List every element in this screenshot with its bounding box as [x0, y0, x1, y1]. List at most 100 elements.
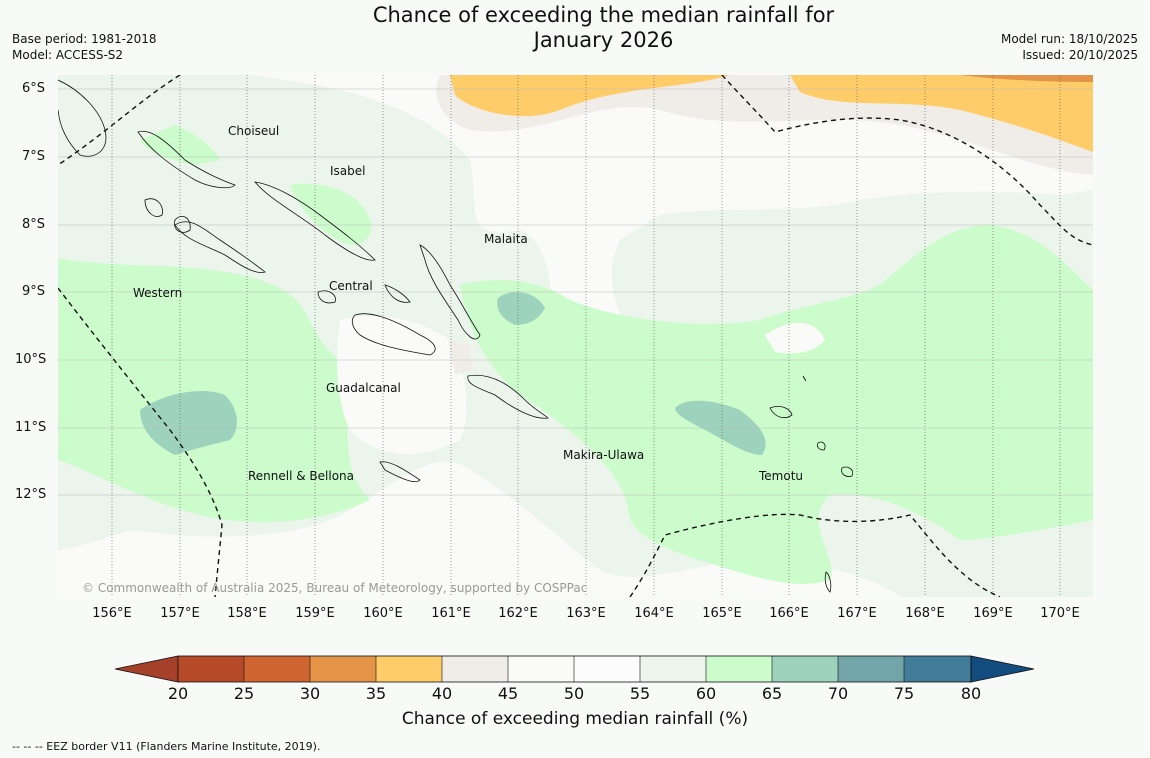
colorbar-seg-60-65: [706, 656, 772, 682]
colorbar-tick-25: 25: [233, 684, 255, 703]
lat-label-6s: 6°S: [22, 81, 46, 96]
lat-label-11s: 11°S: [15, 420, 47, 435]
colorbar-seg-65-70: [772, 656, 838, 682]
eez-west: [58, 287, 223, 597]
band-55-60-inner: [765, 322, 825, 354]
band-60-65-central: [460, 225, 1093, 584]
base-period: Base period: 1981-2018: [12, 32, 157, 46]
model-run: Model run: 18/10/2025: [1000, 32, 1138, 46]
colorbar-seg-40-45: [442, 656, 508, 682]
label-guadalcanal: Guadalcanal: [326, 381, 401, 395]
eez-northwest: [58, 75, 181, 166]
lon-label-168e: 168°E: [905, 606, 945, 621]
map-area: Choiseul Isabel Malaita Western Central …: [58, 75, 1093, 597]
colorbar-seg-30-35: [310, 656, 376, 682]
label-rennell-bellona: Rennell & Bellona: [248, 469, 354, 483]
island-santa-cruz: [769, 406, 793, 419]
copyright-notice: © Commonwealth of Australia 2025, Bureau…: [82, 581, 587, 595]
model-name: Model: ACCESS-S2: [12, 48, 124, 62]
province-labels: Choiseul Isabel Malaita Western Central …: [133, 124, 803, 483]
island-reef: [802, 375, 807, 382]
band-35-40-northeast: [790, 75, 1093, 152]
eez-southeast: [629, 513, 1001, 597]
island-choiseul: [137, 130, 236, 189]
colorbar: [114, 655, 1035, 683]
latitude-gridlines: [58, 88, 1093, 496]
lon-label-163e: 163°E: [566, 606, 606, 621]
band-65-70-central-blob: [497, 292, 545, 325]
colorbar-tick-35: 35: [365, 684, 387, 703]
colorbar-tick-45: 45: [497, 684, 519, 703]
colorbar-tick-50: 50: [563, 684, 585, 703]
lat-label-7s: 7°S: [22, 149, 46, 164]
label-makira-ulawa: Makira-Ulawa: [563, 448, 644, 462]
lon-label-167e: 167°E: [837, 606, 877, 621]
issued-date: Issued: 20/10/2025: [1022, 48, 1138, 62]
island-bougainville: [58, 79, 107, 157]
band-35-40-north: [450, 75, 730, 117]
island-russell: [384, 284, 411, 303]
lon-label-164e: 164°E: [634, 606, 674, 621]
band-60-65-isabel: [290, 183, 372, 245]
label-central: Central: [329, 279, 373, 293]
label-malaita: Malaita: [484, 232, 528, 246]
title-line-2: January 2026: [533, 28, 674, 52]
island-vella: [144, 198, 163, 217]
title-line-1: Chance of exceeding the median rainfall …: [372, 3, 835, 27]
colorbar-title: Chance of exceeding median rainfall (%): [401, 709, 749, 729]
island-guadalcanal: [351, 313, 436, 356]
lat-label-12s: 12°S: [15, 487, 47, 502]
lat-label-9s: 9°S: [22, 284, 46, 299]
band-60-65-west: [58, 258, 370, 523]
eez-footnote: -- -- -- EEZ border V11 (Flanders Marine…: [12, 740, 321, 753]
label-temotu: Temotu: [758, 469, 803, 483]
colorbar-tick-60: 60: [695, 684, 717, 703]
colorbar-tick-75: 75: [893, 684, 915, 703]
lon-label-165e: 165°E: [702, 606, 742, 621]
colorbar-tick-80: 80: [960, 684, 982, 703]
lon-label-162e: 162°E: [498, 606, 538, 621]
label-western: Western: [133, 286, 182, 300]
band-40-45-patch: [448, 340, 472, 375]
island-isabel: [254, 181, 376, 261]
colorbar-tick-70: 70: [827, 684, 849, 703]
colorbar-tick-30: 30: [299, 684, 321, 703]
lon-label-160e: 160°E: [363, 606, 403, 621]
colorbar-seg-35-40: [376, 656, 442, 682]
colorbar-tick-20: 20: [167, 684, 189, 703]
colorbar-high-extension: [970, 655, 1035, 683]
colorbar-seg-20-25: [178, 656, 244, 682]
colorbar-seg-50-55: [574, 656, 640, 682]
island-vanikoro: [816, 441, 826, 451]
band-65-70-west-blob: [140, 390, 237, 455]
meta-right: Model run: 18/10/2025 Issued: 20/10/2025: [1001, 31, 1138, 63]
eez-borders: [58, 75, 1093, 597]
island-florida: [317, 290, 336, 304]
colorbar-seg-75-80: [904, 656, 971, 682]
island-temotu-east: [841, 466, 854, 477]
eez-northeast: [721, 75, 1093, 246]
lon-label-170e: 170°E: [1040, 606, 1080, 621]
island-makira: [467, 374, 549, 419]
colorbar-seg-45-50: [508, 656, 574, 682]
map-title: Chance of exceeding the median rainfall …: [300, 3, 907, 53]
lon-label-156e: 156°E: [92, 606, 132, 621]
island-tikopia: [824, 571, 832, 593]
colorbar-seg-25-30: [244, 656, 310, 682]
island-rennell: [379, 461, 421, 483]
colorbar-tick-65: 65: [761, 684, 783, 703]
longitude-gridlines: [111, 75, 1061, 597]
meta-left: Base period: 1981-2018 Model: ACCESS-S2: [12, 31, 157, 63]
lon-label-157e: 157°E: [160, 606, 200, 621]
lon-label-169e: 169°E: [973, 606, 1013, 621]
lon-label-166e: 166°E: [769, 606, 809, 621]
colorbar-tick-40: 40: [431, 684, 453, 703]
colorbar-tick-55: 55: [629, 684, 651, 703]
colorbar-seg-55-60: [640, 656, 706, 682]
band-50-55-guadalcanal: [337, 316, 467, 454]
colorbar-dividers: [243, 656, 905, 682]
lon-label-159e: 159°E: [295, 606, 335, 621]
colorbar-frame: [177, 655, 972, 683]
island-malaita: [419, 244, 481, 340]
